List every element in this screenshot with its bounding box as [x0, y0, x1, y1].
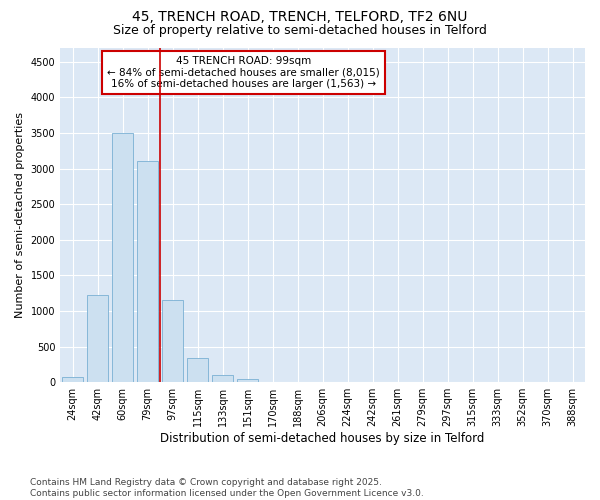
Bar: [137, 162, 158, 382]
Text: Contains HM Land Registry data © Crown copyright and database right 2025.
Contai: Contains HM Land Registry data © Crown c…: [30, 478, 424, 498]
X-axis label: Distribution of semi-detached houses by size in Telford: Distribution of semi-detached houses by …: [160, 432, 485, 445]
Bar: [212, 375, 233, 382]
Y-axis label: Number of semi-detached properties: Number of semi-detached properties: [15, 112, 25, 318]
Text: Size of property relative to semi-detached houses in Telford: Size of property relative to semi-detach…: [113, 24, 487, 37]
Text: 45 TRENCH ROAD: 99sqm
← 84% of semi-detached houses are smaller (8,015)
16% of s: 45 TRENCH ROAD: 99sqm ← 84% of semi-deta…: [107, 56, 380, 89]
Bar: [62, 376, 83, 382]
Text: 45, TRENCH ROAD, TRENCH, TELFORD, TF2 6NU: 45, TRENCH ROAD, TRENCH, TELFORD, TF2 6N…: [133, 10, 467, 24]
Bar: [237, 379, 258, 382]
Bar: [87, 296, 108, 382]
Bar: [162, 300, 183, 382]
Bar: [187, 358, 208, 382]
Bar: [112, 133, 133, 382]
